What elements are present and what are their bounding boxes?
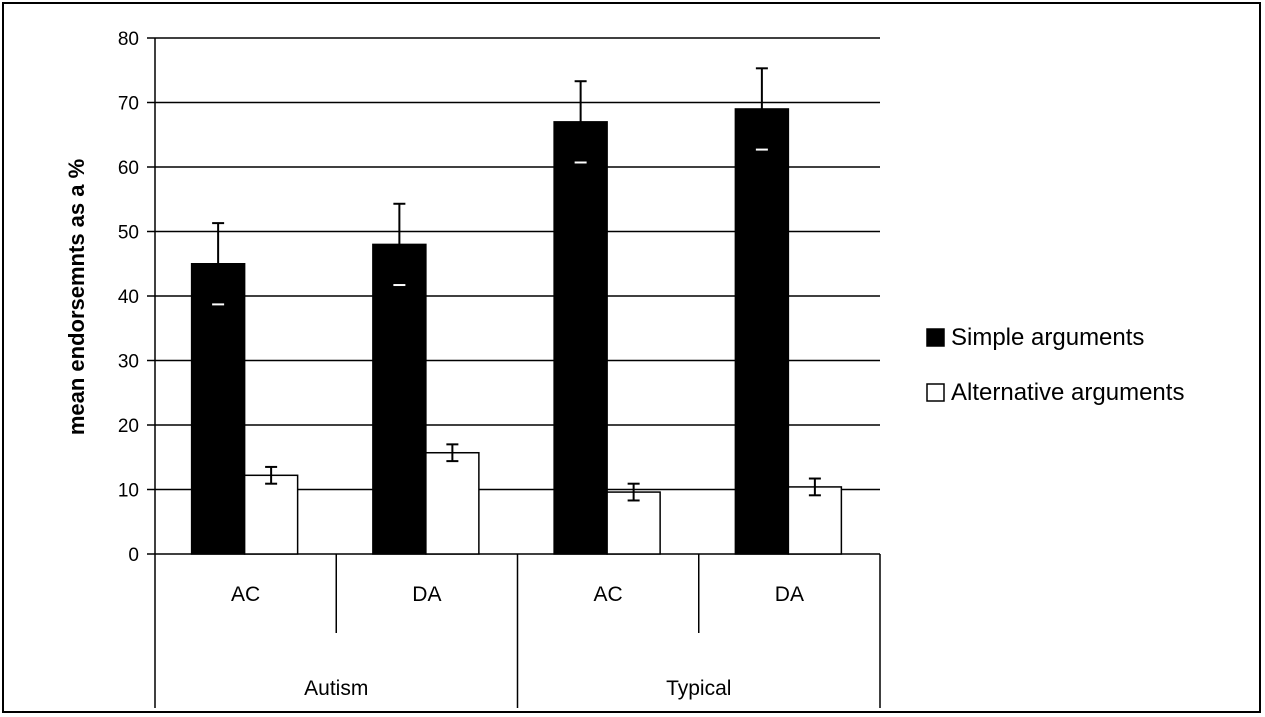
bars xyxy=(190,108,843,555)
y-tick-label: 10 xyxy=(118,481,139,502)
y-tick-label: 30 xyxy=(118,352,139,373)
bar-simple xyxy=(190,263,246,555)
category-axis: AC DA AC DA Autism Typical xyxy=(154,554,881,708)
group-label: Typical xyxy=(666,677,731,700)
y-tick-label: 60 xyxy=(118,158,139,179)
bar-simple xyxy=(372,243,427,555)
error-bars xyxy=(212,67,821,502)
bar-alternative xyxy=(243,474,299,555)
legend-swatch xyxy=(926,383,945,402)
bar-alternative xyxy=(787,486,843,555)
category-label: DA xyxy=(775,583,804,606)
y-tick-label: 0 xyxy=(128,545,139,566)
y-tick-label: 50 xyxy=(118,223,139,244)
category-label: AC xyxy=(594,583,623,606)
y-tick-label: 20 xyxy=(118,416,139,437)
y-axis-ticks: 0 10 20 30 40 50 60 70 80 xyxy=(118,29,155,566)
y-tick-label: 80 xyxy=(118,29,139,50)
y-tick-label: 70 xyxy=(118,94,139,115)
group-label: Autism xyxy=(304,677,368,700)
bar-alternative xyxy=(425,451,480,555)
bar-simple xyxy=(734,108,790,555)
y-tick-label: 40 xyxy=(118,287,139,308)
bar-simple xyxy=(553,121,608,555)
y-axis-title: mean endorsemnts as a % xyxy=(64,159,89,435)
legend-label: Alternative arguments xyxy=(951,379,1184,406)
category-label: DA xyxy=(412,583,441,606)
category-label: AC xyxy=(231,583,260,606)
bar-alternative xyxy=(606,491,661,555)
legend-label: Simple arguments xyxy=(951,324,1144,351)
legend: Simple arguments Alternative arguments xyxy=(926,324,1184,406)
legend-swatch xyxy=(926,328,945,347)
